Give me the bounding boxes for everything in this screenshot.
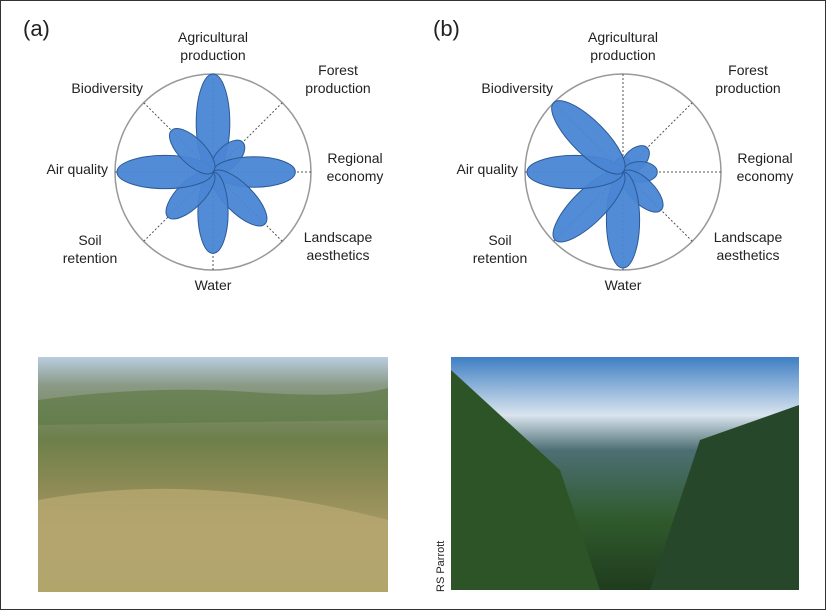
category-label: Regional <box>327 150 382 166</box>
category-label: aesthetics <box>306 247 369 263</box>
category-label: Biodiversity <box>71 80 143 96</box>
photos: RS Parrott <box>38 357 799 592</box>
category-label: production <box>180 47 245 63</box>
category-label: retention <box>473 250 527 266</box>
category-label: Soil <box>78 232 101 248</box>
category-label: Landscape <box>714 229 783 245</box>
category-label: economy <box>327 168 384 184</box>
category-label: production <box>590 47 655 63</box>
category-label: Air quality <box>47 161 108 177</box>
category-label: retention <box>63 250 117 266</box>
figure: RS Parrott (a) Agricultural production Fore… <box>0 0 826 610</box>
category-label: Water <box>195 277 232 293</box>
category-label: Agricultural <box>178 29 248 45</box>
category-label: Forest <box>318 62 358 78</box>
category-label: Biodiversity <box>481 80 553 96</box>
category-label: production <box>715 80 780 96</box>
category-label: Forest <box>728 62 768 78</box>
category-label: Regional <box>737 150 792 166</box>
category-label: Landscape <box>304 229 373 245</box>
category-label: Soil <box>488 232 511 248</box>
category-label: Agricultural <box>588 29 658 45</box>
category-label: aesthetics <box>716 247 779 263</box>
category-label: Water <box>605 277 642 293</box>
panel-label: (b) <box>433 16 460 41</box>
category-label: production <box>305 80 370 96</box>
category-label: Air quality <box>457 161 518 177</box>
panel-label: (a) <box>23 16 50 41</box>
photo-credit: RS Parrott <box>435 541 447 592</box>
category-label: economy <box>737 168 794 184</box>
